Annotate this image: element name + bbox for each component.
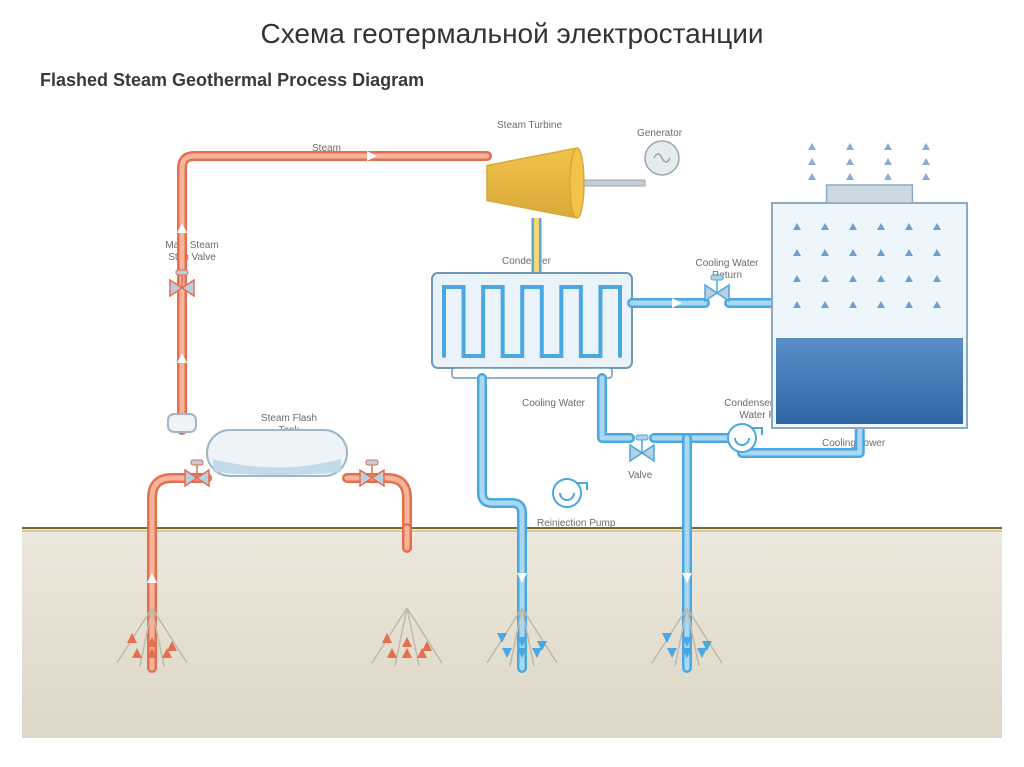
diagram-container: Flashed Steam Geothermal Process Diagram… xyxy=(22,58,1002,738)
process-diagram-svg xyxy=(22,58,1002,738)
page-title-ru: Схема геотермальной электростанции xyxy=(0,0,1024,58)
